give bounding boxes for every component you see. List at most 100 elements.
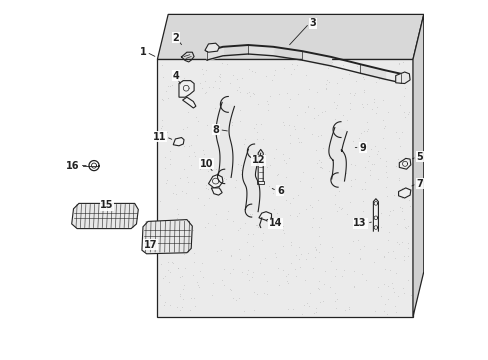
- Point: [383, 311, 390, 316]
- Point: [314, 157, 322, 163]
- Polygon shape: [179, 81, 194, 97]
- Point: [215, 85, 223, 91]
- Point: [340, 127, 348, 133]
- Point: [370, 143, 378, 149]
- Point: [225, 154, 233, 159]
- Point: [199, 152, 207, 157]
- Point: [361, 164, 368, 170]
- Point: [194, 195, 202, 201]
- Point: [176, 291, 184, 297]
- Point: [378, 135, 386, 141]
- Point: [172, 191, 180, 197]
- Point: [235, 246, 243, 252]
- Point: [373, 149, 381, 154]
- Point: [228, 122, 236, 128]
- Point: [201, 186, 209, 192]
- Point: [178, 286, 186, 292]
- Point: [249, 91, 257, 97]
- Point: [258, 230, 266, 236]
- Point: [284, 156, 292, 161]
- Point: [359, 217, 366, 223]
- Point: [166, 156, 174, 162]
- Point: [273, 210, 281, 216]
- Point: [278, 227, 286, 233]
- Point: [157, 125, 165, 131]
- Point: [369, 259, 377, 265]
- Point: [314, 287, 322, 292]
- Point: [338, 273, 346, 279]
- Point: [184, 179, 192, 184]
- Point: [370, 308, 378, 314]
- Point: [322, 86, 329, 91]
- Polygon shape: [72, 203, 138, 229]
- Point: [158, 123, 166, 129]
- Point: [165, 279, 173, 285]
- Point: [380, 123, 388, 129]
- Point: [195, 161, 203, 167]
- Point: [184, 102, 192, 107]
- Point: [209, 84, 217, 90]
- Point: [403, 223, 411, 229]
- Point: [373, 246, 381, 252]
- Point: [322, 77, 330, 83]
- Point: [339, 167, 346, 173]
- Point: [224, 208, 231, 214]
- Point: [302, 72, 310, 78]
- Point: [362, 128, 370, 134]
- Point: [353, 219, 361, 224]
- Point: [285, 213, 293, 219]
- Point: [270, 250, 278, 256]
- Point: [222, 176, 229, 181]
- Point: [199, 274, 206, 280]
- Point: [184, 153, 192, 158]
- Point: [240, 141, 247, 147]
- Point: [204, 84, 212, 90]
- Point: [390, 256, 398, 261]
- Point: [380, 125, 387, 131]
- Point: [199, 202, 207, 208]
- Point: [247, 274, 255, 280]
- Text: 4: 4: [172, 71, 179, 81]
- Point: [189, 149, 197, 155]
- Point: [376, 293, 384, 299]
- Point: [369, 227, 377, 233]
- Point: [400, 114, 408, 120]
- Point: [165, 243, 173, 249]
- Point: [252, 291, 260, 297]
- Point: [282, 90, 290, 96]
- Point: [265, 183, 273, 189]
- Point: [384, 229, 392, 235]
- Point: [212, 166, 220, 172]
- Point: [290, 123, 298, 129]
- Point: [165, 225, 173, 231]
- Point: [177, 304, 185, 310]
- Point: [243, 271, 251, 277]
- Point: [362, 120, 370, 125]
- Point: [231, 177, 239, 183]
- Point: [234, 227, 242, 233]
- Point: [245, 89, 253, 95]
- Point: [399, 109, 407, 115]
- Point: [159, 74, 167, 80]
- Point: [176, 307, 183, 313]
- Point: [198, 147, 206, 152]
- Point: [317, 132, 325, 138]
- Point: [292, 213, 300, 219]
- Point: [162, 88, 170, 94]
- Point: [330, 116, 338, 122]
- Point: [309, 105, 317, 111]
- Point: [183, 174, 191, 180]
- Point: [280, 122, 288, 128]
- Point: [395, 103, 403, 108]
- Point: [403, 253, 411, 259]
- Point: [198, 71, 206, 77]
- Point: [229, 296, 237, 301]
- Point: [240, 179, 247, 185]
- Point: [381, 168, 388, 174]
- Point: [398, 185, 406, 190]
- Point: [315, 241, 323, 247]
- Text: 9: 9: [359, 143, 366, 153]
- Polygon shape: [373, 199, 378, 231]
- Point: [345, 91, 353, 96]
- Point: [312, 309, 320, 315]
